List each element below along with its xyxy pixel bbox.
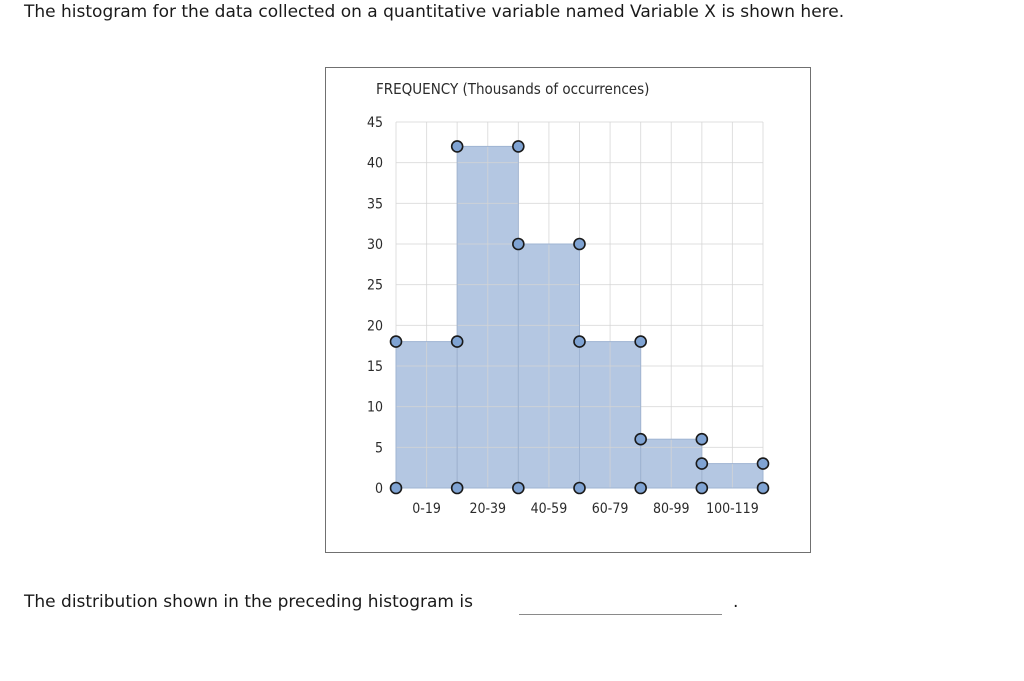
y-tick-label: 0 [375,481,383,497]
x-tick-label: 60-79 [592,501,629,517]
drag-handle[interactable] [389,481,403,495]
y-tick-label: 30 [367,237,383,253]
drag-handle[interactable] [756,457,770,470]
drag-handle[interactable] [634,481,647,495]
question-text: The histogram for the data collected on … [24,2,845,22]
x-tick-label: 0-19 [412,501,441,517]
drag-handle[interactable] [634,432,647,446]
y-tick-label: 45 [367,115,383,131]
drag-handle[interactable] [634,335,647,348]
x-tick-label: 40-59 [531,501,568,517]
answer-prompt: The distribution shown in the preceding … [24,592,473,612]
x-tick-label: 80-99 [653,501,690,517]
drag-handle[interactable] [573,335,586,348]
chart-title: FREQUENCY (Thousands of occurrences) [376,80,649,98]
drag-handle[interactable] [695,481,709,495]
histogram-svg: FREQUENCY (Thousands of occurrences) 0 5 10… [367,80,770,517]
bar-outline [701,463,764,489]
drag-handle[interactable] [450,335,464,348]
y-tick-label: 5 [375,440,383,456]
x-tick-label: 20-39 [469,501,506,517]
y-tick-label: 10 [367,400,383,416]
drag-handle[interactable] [450,481,464,495]
sentence-end-period: . [733,592,739,612]
x-tick-label: 100-119 [706,501,759,517]
drag-handle[interactable] [573,237,586,251]
drag-handle[interactable] [512,481,525,495]
drag-handle[interactable] [512,237,525,251]
drag-handle[interactable] [756,481,770,495]
histogram-chart: FREQUENCY (Thousands of occurrences) 0 5 10… [325,67,811,553]
y-tick-label: 25 [367,278,383,294]
drag-handle[interactable] [512,140,525,153]
drag-handle[interactable] [450,140,464,153]
y-tick-label: 15 [367,359,383,375]
answer-blank-input[interactable] [519,614,722,615]
drag-handle[interactable] [389,335,403,348]
y-tick-label: 40 [367,156,383,172]
y-tick-label: 35 [367,196,383,212]
y-tick-label: 20 [367,318,383,334]
drag-handle[interactable] [573,481,586,495]
bar-outline [579,341,642,489]
drag-handle[interactable] [695,457,709,470]
drag-handle[interactable] [695,432,709,446]
